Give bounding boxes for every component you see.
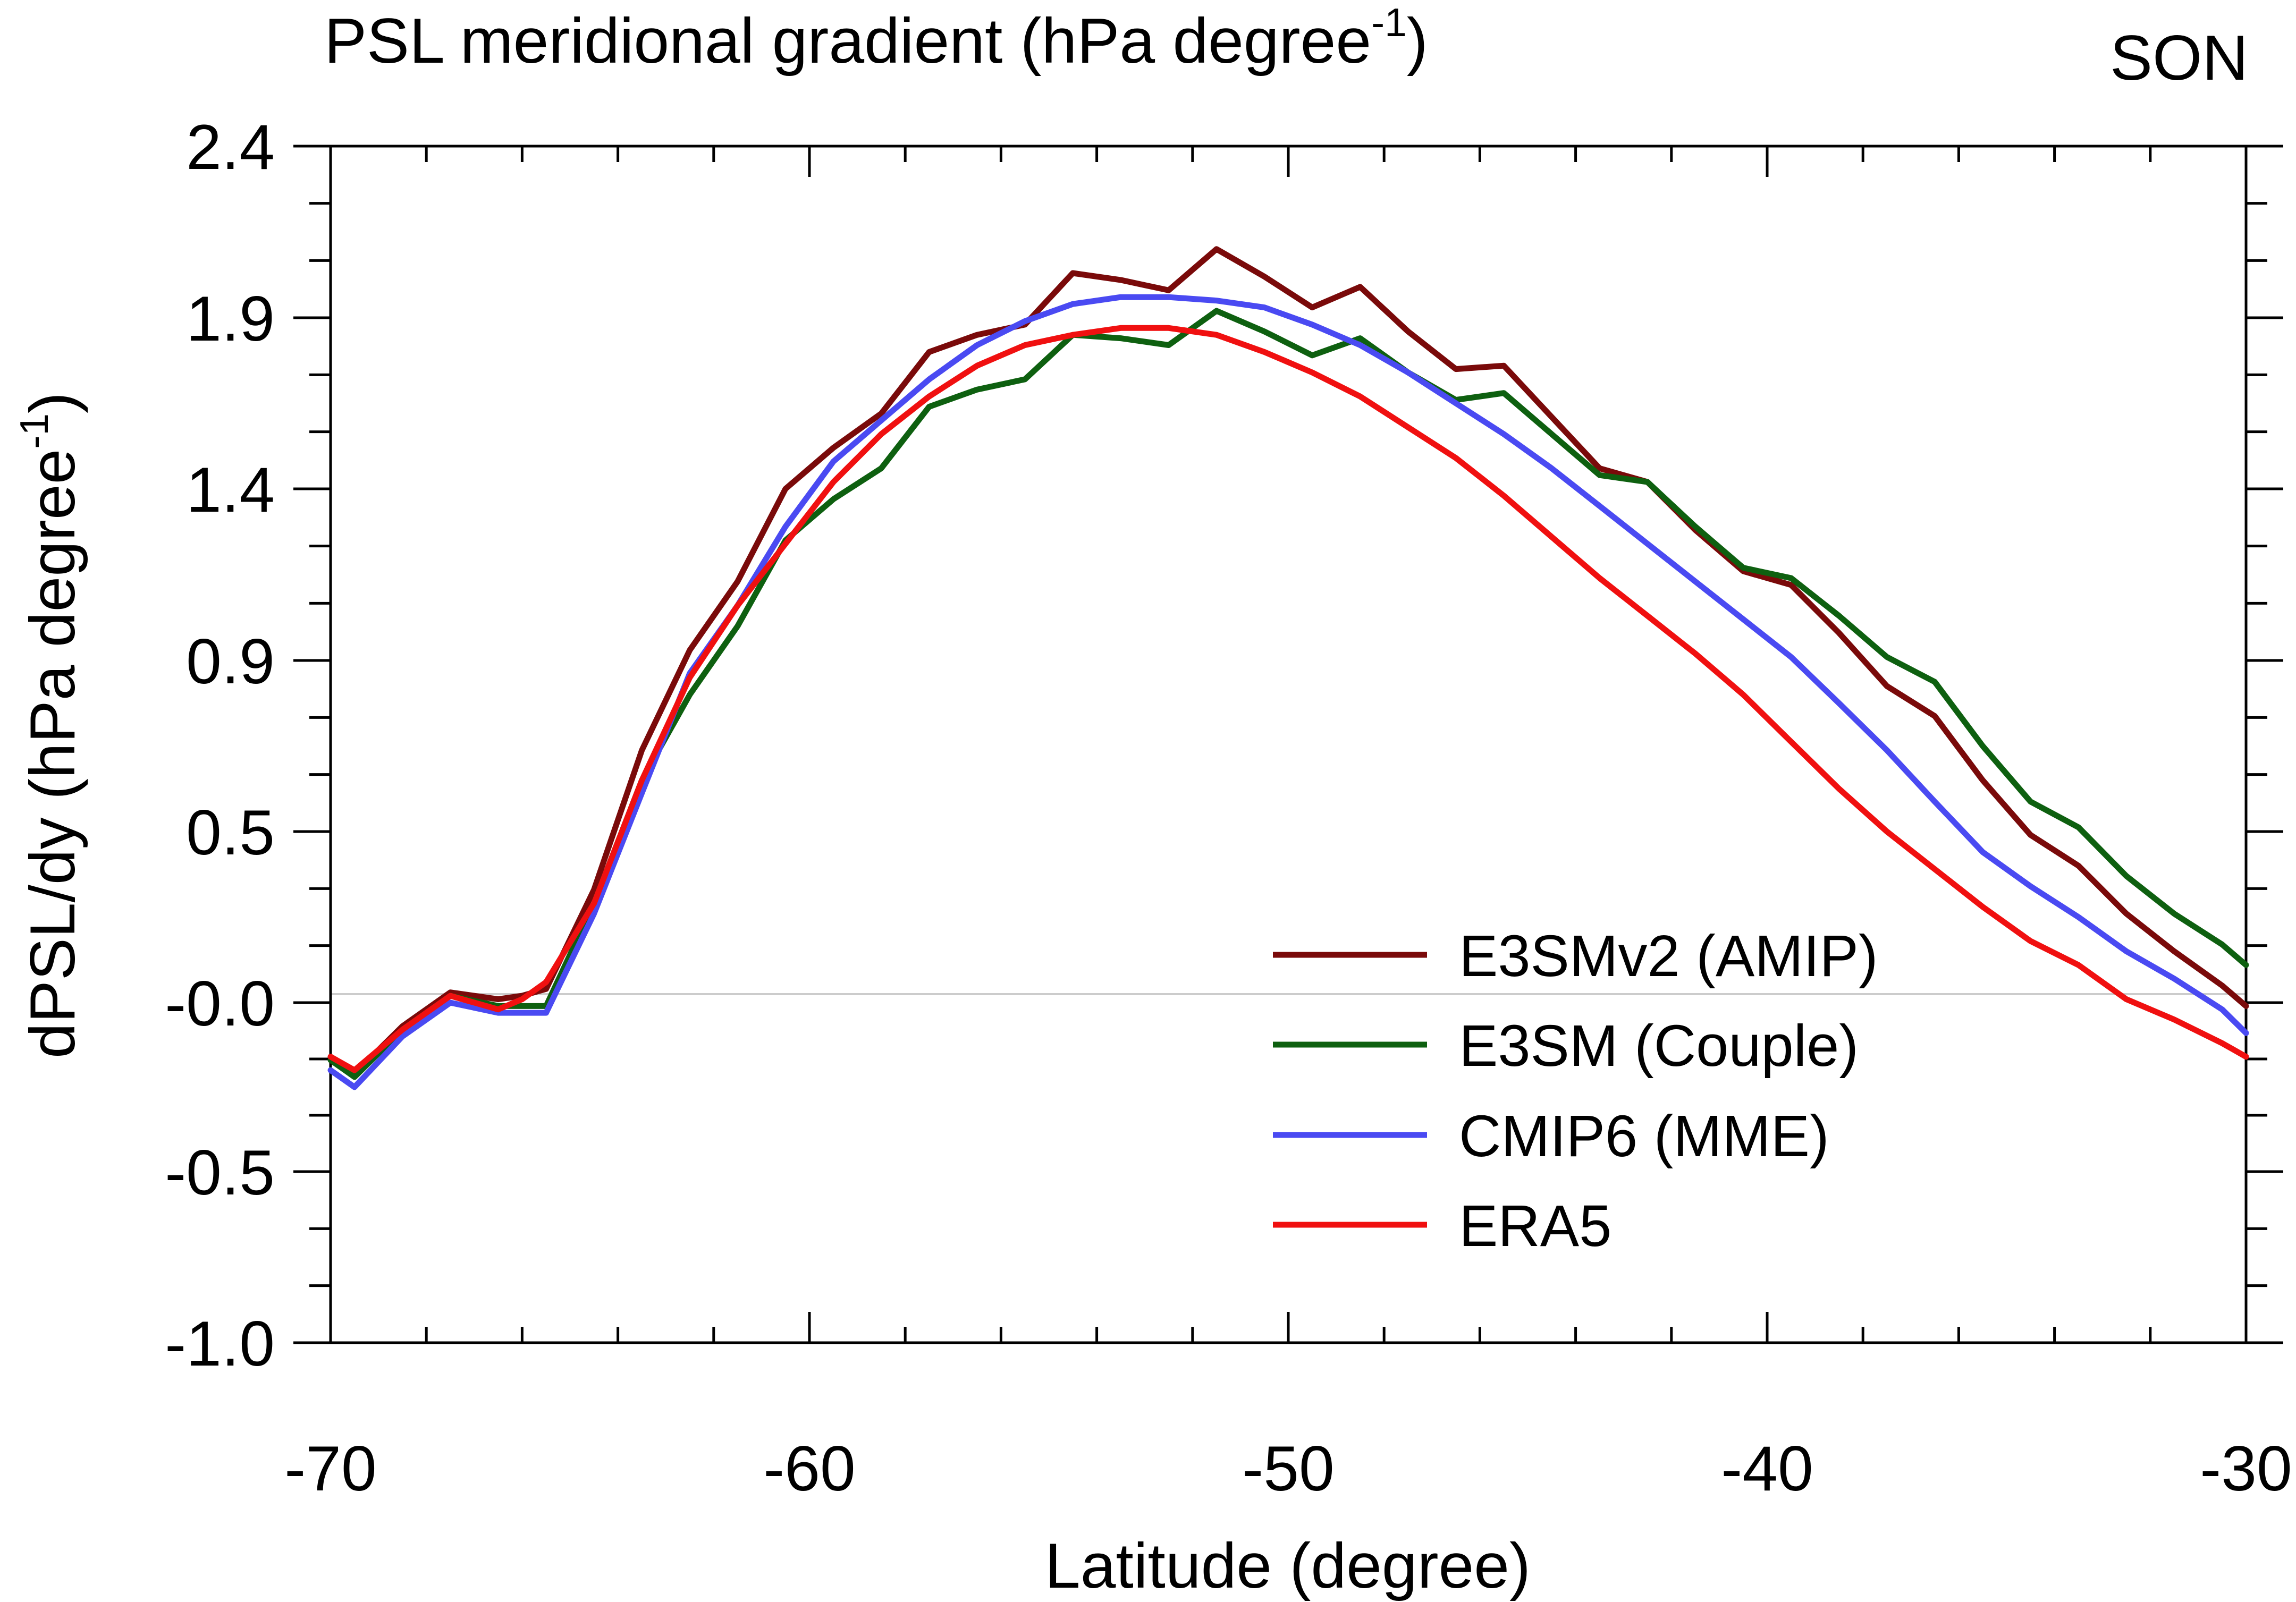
- y-axis-label-close: ): [17, 392, 88, 413]
- x-tick-label: -30: [2200, 1433, 2292, 1504]
- chart-title: PSL meridional gradient (hPa degree-1): [324, 0, 1428, 77]
- chart-title-main: PSL meridional gradient (hPa degree: [324, 5, 1371, 77]
- x-tick-label: -60: [763, 1433, 855, 1504]
- legend-label-3: CMIP6 (MME): [1459, 1104, 1829, 1169]
- x-tick-label: -40: [1721, 1433, 1813, 1504]
- x-tick-label: -70: [284, 1433, 376, 1504]
- y-tick-label: 1.4: [186, 454, 275, 525]
- x-tick-label: -50: [1242, 1433, 1334, 1504]
- legend-label-4: ERA5: [1459, 1193, 1611, 1259]
- legend: E3SMv2 (AMIP) E3SM (Couple) CMIP6 (MME) ERA…: [1273, 923, 1878, 1259]
- y-axis-label-main: dPSL/dy (hPa degree: [17, 449, 88, 1058]
- plot-area: 2.4 1.9 1.4 0.9 0.5 -0.0 -0.5 -1.0-70 -60 -50 -40 -…: [165, 112, 2292, 1504]
- y-tick-label: -1.0: [165, 1308, 275, 1379]
- x-axis-label: Latitude (degree): [1045, 1530, 1531, 1601]
- y-tick-label: 2.4: [186, 112, 275, 183]
- y-axis-label: dPSL/dy (hPa degree-1): [12, 392, 88, 1058]
- legend-label-2: E3SM (Couple): [1459, 1013, 1859, 1079]
- series-line-1: [327, 246, 2249, 1077]
- chart-title-close: ): [1407, 5, 1428, 77]
- y-tick-label: 0.9: [186, 626, 275, 697]
- plot-frame: [329, 145, 2248, 1344]
- season-label: SON: [2110, 22, 2248, 94]
- chart-title-sup: -1: [1371, 0, 1407, 45]
- series-line-3: [327, 294, 2249, 1090]
- y-tick-label: -0.5: [165, 1137, 275, 1208]
- y-tick-label: 0.5: [186, 797, 275, 868]
- y-tick-label: 1.9: [186, 283, 275, 354]
- y-tick-label: -0.0: [165, 968, 275, 1039]
- series-line-4: [327, 325, 2249, 1073]
- legend-label-1: E3SMv2 (AMIP): [1459, 923, 1878, 989]
- y-axis-label-sup: -1: [12, 413, 56, 449]
